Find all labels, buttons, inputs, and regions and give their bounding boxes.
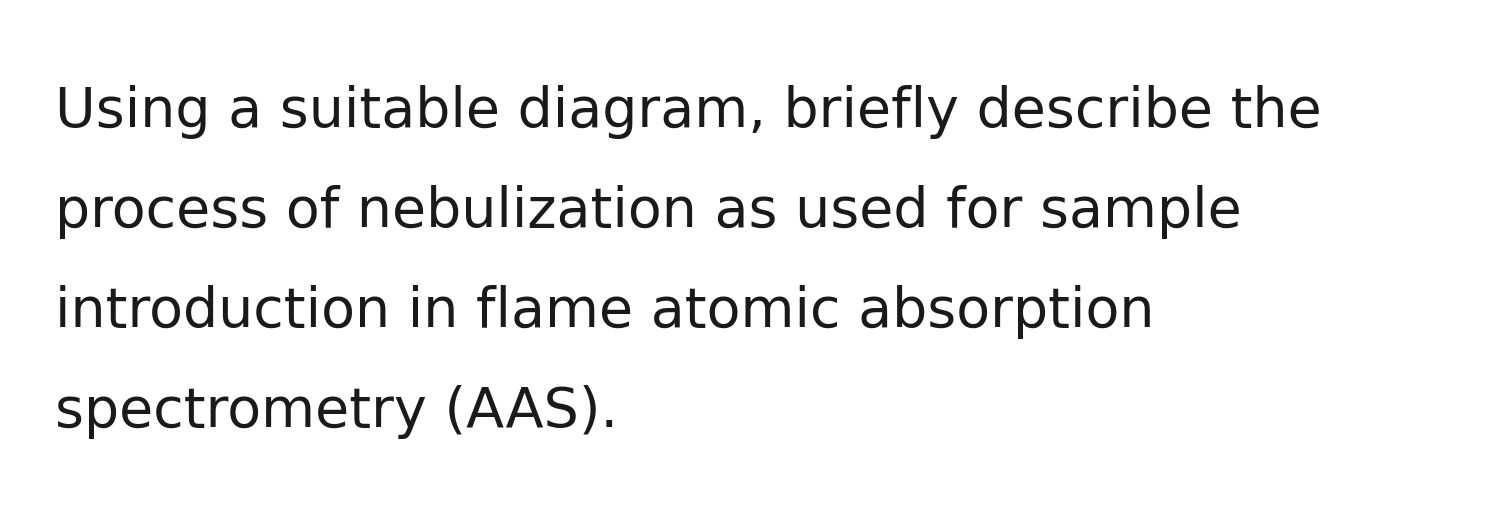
Text: Using a suitable diagram, briefly describe the: Using a suitable diagram, briefly descri… <box>56 85 1322 139</box>
Text: introduction in flame atomic absorption: introduction in flame atomic absorption <box>56 285 1155 339</box>
Text: spectrometry (AAS).: spectrometry (AAS). <box>56 385 618 439</box>
Text: process of nebulization as used for sample: process of nebulization as used for samp… <box>56 185 1242 239</box>
